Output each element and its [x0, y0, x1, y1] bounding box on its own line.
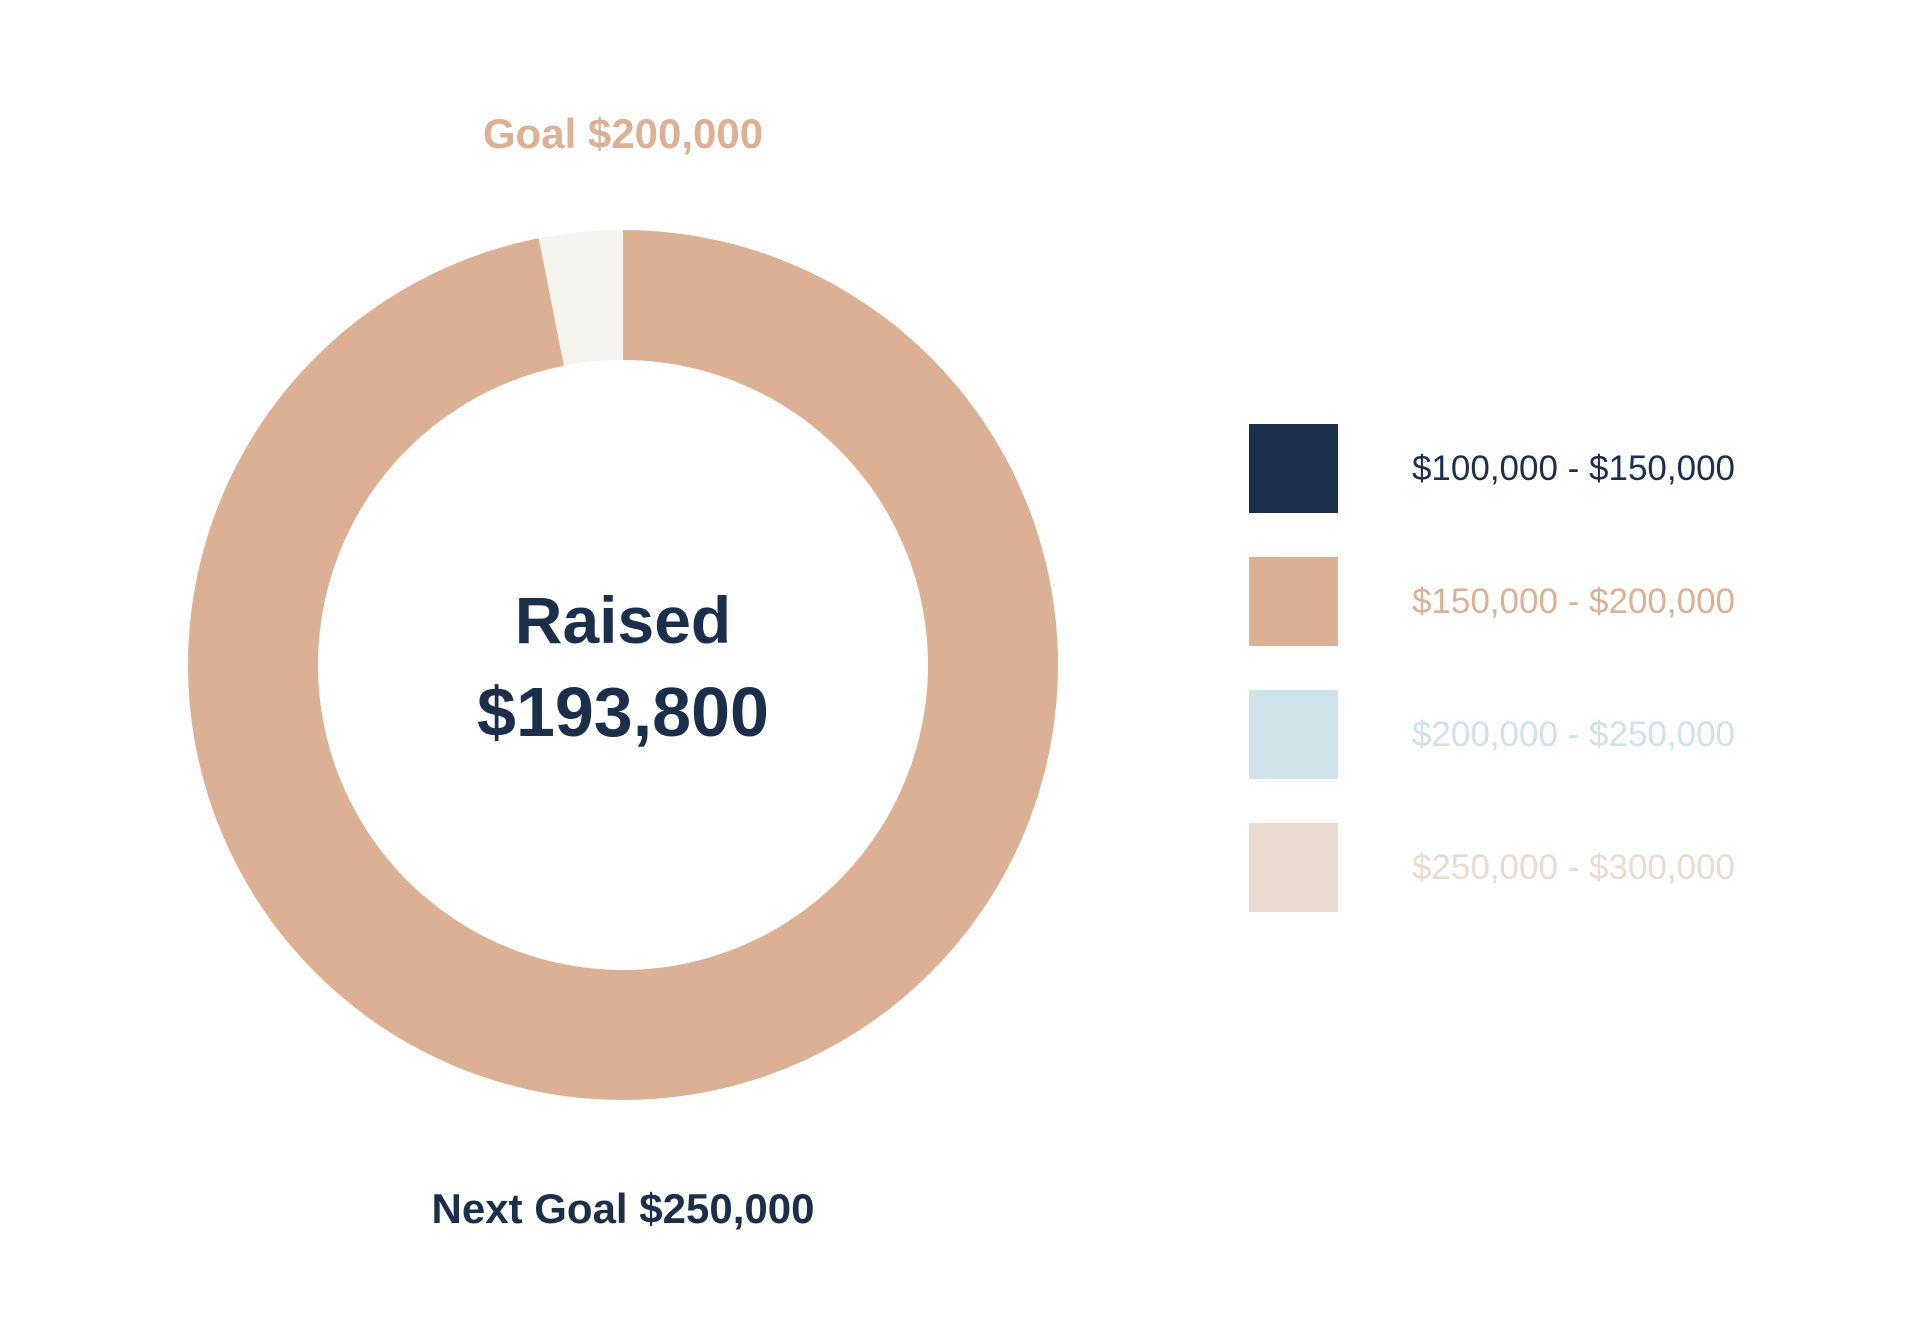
donut-slice-raised	[188, 230, 1059, 1100]
legend-swatch	[1249, 823, 1338, 912]
legend: $100,000 - $150,000 $150,000 - $200,000 …	[1249, 424, 1809, 956]
legend-swatch	[1249, 557, 1338, 646]
legend-label: $150,000 - $200,000	[1411, 581, 1736, 621]
legend-item: $250,000 - $300,000	[1249, 823, 1809, 912]
legend-swatch	[1249, 424, 1338, 513]
legend-swatch	[1249, 690, 1338, 779]
raised-value: $193,800	[477, 673, 769, 751]
legend-label: $200,000 - $250,000	[1411, 714, 1736, 754]
legend-label: $250,000 - $300,000	[1411, 847, 1736, 887]
next-goal-label: Next Goal $250,000	[431, 1185, 815, 1232]
legend-item: $100,000 - $150,000	[1249, 424, 1809, 513]
legend-item: $150,000 - $200,000	[1249, 557, 1809, 646]
raised-title: Raised	[514, 583, 732, 657]
goal-label: Goal $200,000	[482, 110, 764, 157]
donut-slice-remaining	[538, 230, 623, 366]
legend-item: $200,000 - $250,000	[1249, 690, 1809, 779]
legend-label: $100,000 - $150,000	[1411, 448, 1736, 488]
